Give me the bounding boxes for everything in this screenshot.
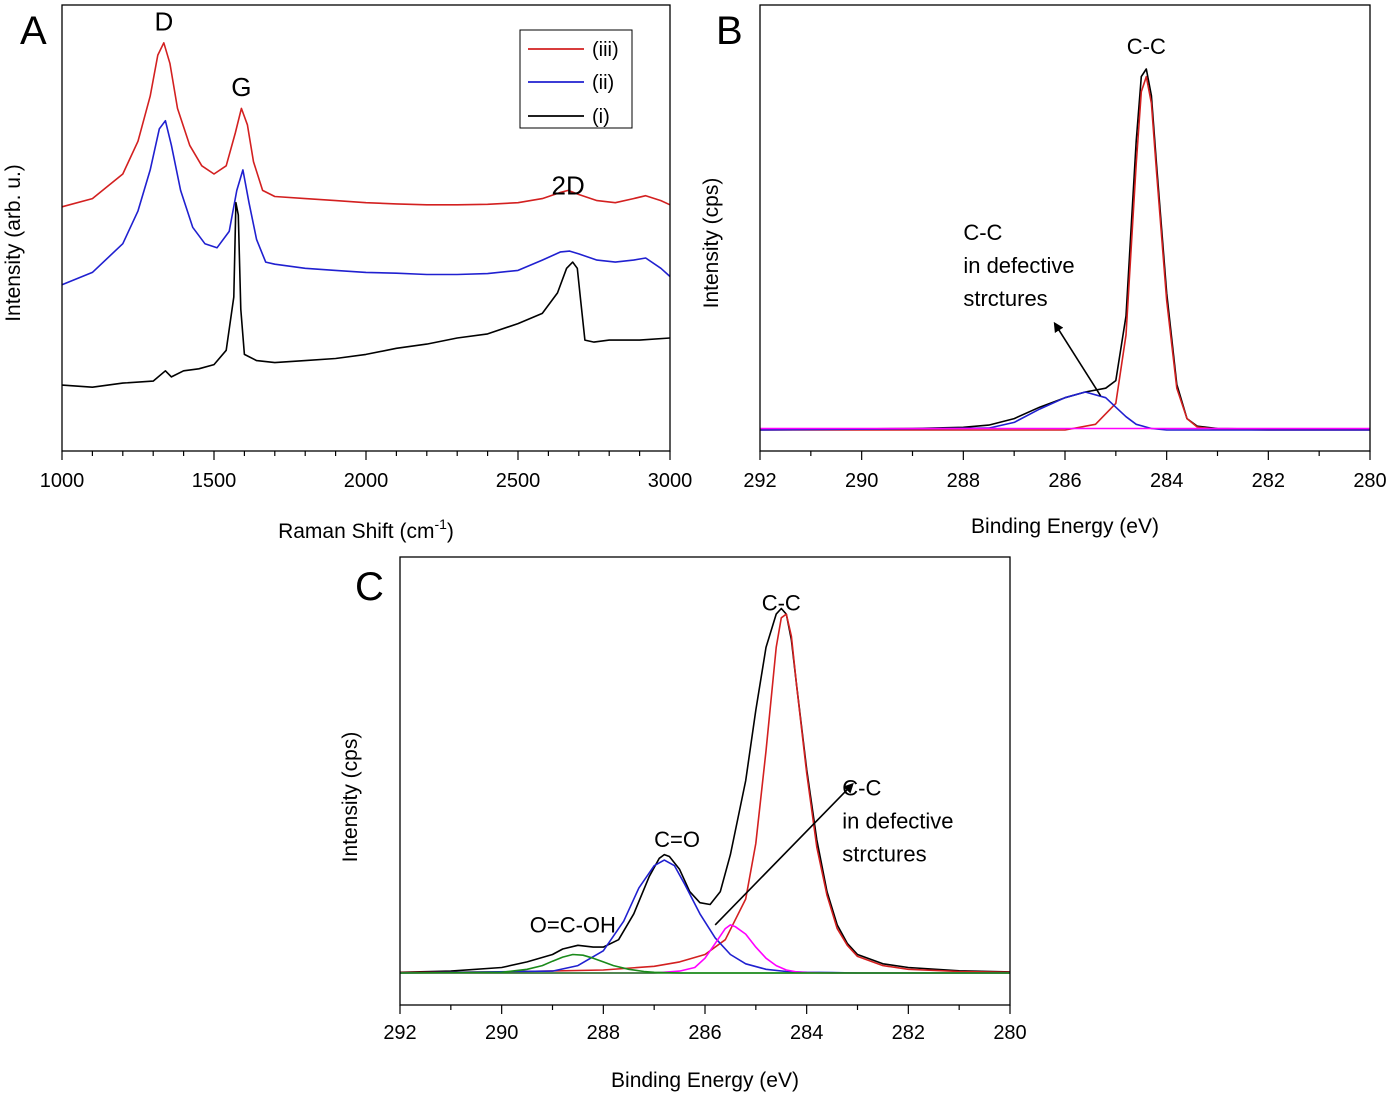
- panel-a-letter: A: [20, 9, 47, 53]
- x-tick-label: 1500: [192, 470, 237, 492]
- x-tick-label: 288: [587, 1022, 620, 1044]
- panel-b-frame: [759, 4, 1371, 452]
- panel-b-annotations: C-C C-C in defective strctures: [963, 34, 1166, 397]
- panel-a-x-ticks: 1000 1500 2000 2500 3000: [40, 451, 693, 492]
- x-tick-label: 292: [383, 1022, 416, 1044]
- series-line-3: [400, 924, 1010, 974]
- panel-b-x-axis-label: Binding Energy (eV): [971, 515, 1159, 538]
- panel-a-traces: [61, 42, 671, 388]
- x-tick-label: 284: [1150, 470, 1183, 492]
- series-line-4: [399, 953, 1010, 974]
- legend-label-i: (i): [592, 106, 610, 128]
- peak-label: D: [154, 7, 173, 37]
- panel-c-traces: [399, 607, 1011, 974]
- panel-a-x-axis-label: Raman Shift (cm-1): [278, 516, 454, 543]
- annotation-arrow: [1053, 321, 1102, 397]
- annotation-line: strctures: [842, 841, 926, 866]
- legend-box: [519, 29, 633, 129]
- peak-label: 2D: [552, 171, 585, 201]
- x-tick-label: 284: [790, 1022, 823, 1044]
- x-tick-label: 290: [485, 1022, 518, 1044]
- legend-label-iii: (iii): [592, 39, 619, 61]
- panel-a-frame: [61, 4, 671, 452]
- x-tick-label: 2000: [344, 470, 389, 492]
- x-tick-label: 280: [1353, 470, 1386, 492]
- panel-b-x-ticks: 292 290 288 286 284 282 280: [743, 451, 1387, 492]
- x-tick-label: 282: [1252, 470, 1285, 492]
- annotation-line: in defective: [963, 253, 1074, 278]
- panel-c-y-axis-label: Intensity (cps): [339, 732, 362, 863]
- annotation-line: C-C: [963, 220, 1002, 245]
- x-tick-label: 288: [947, 470, 980, 492]
- series-line-0: [399, 607, 1011, 974]
- x-tick-label: 1000: [40, 470, 85, 492]
- series-line-2: [759, 391, 1370, 431]
- panel-b-traces: [759, 68, 1370, 431]
- peak-label: C-C: [762, 590, 801, 615]
- series-line-1: [399, 613, 1011, 974]
- x-tick-label: 2500: [496, 470, 541, 492]
- series-line-2: [399, 859, 1010, 974]
- panel-b-y-axis-label: Intensity (cps): [700, 178, 723, 309]
- annotation-arrow: [714, 782, 854, 926]
- series-line-0: [760, 68, 1370, 430]
- x-tick-label: 282: [892, 1022, 925, 1044]
- peak-label: O=C-OH: [530, 912, 616, 937]
- panel-c-frame: [399, 556, 1011, 1006]
- peak-label: G: [231, 72, 251, 102]
- series-line-ii: [61, 119, 671, 286]
- panel-a: A 1000 1500 2000 2500 3000 D G 2D Raman Shift …: [2, 4, 693, 543]
- annotation-line: strctures: [963, 286, 1047, 311]
- x-tick-label: 290: [845, 470, 878, 492]
- panel-c-x-axis-label: Binding Energy (eV): [611, 1069, 799, 1092]
- panel-a-legend: (iii) (ii) (i): [519, 29, 633, 129]
- legend-label-ii: (ii): [592, 72, 614, 94]
- series-line-iii: [61, 42, 671, 208]
- peak-label: C-C: [1127, 34, 1166, 59]
- panel-b-letter: B: [716, 9, 743, 53]
- series-line-i: [61, 201, 671, 388]
- x-tick-label: 280: [993, 1022, 1026, 1044]
- panel-a-y-axis-label: Intensity (arb. u.): [2, 164, 25, 322]
- x-tick-label: 3000: [648, 470, 693, 492]
- x-tick-label: 286: [1048, 470, 1081, 492]
- panel-c: C 292 290 288 286 284 282 280 C-CC=OO=C-OHC-Ci…: [339, 556, 1027, 1092]
- panel-a-annotations: D G 2D: [154, 7, 584, 201]
- peak-label: C=O: [654, 827, 700, 852]
- annotation-line: in defective: [842, 808, 953, 833]
- panel-c-x-ticks: 292 290 288 286 284 282 280: [383, 1005, 1027, 1044]
- panel-c-letter: C: [355, 565, 384, 609]
- x-tick-label: 292: [743, 470, 776, 492]
- x-tick-label: 286: [688, 1022, 721, 1044]
- panel-b: B 292 290 288 286 284 282 280 C-C C-C in defecti…: [700, 4, 1387, 538]
